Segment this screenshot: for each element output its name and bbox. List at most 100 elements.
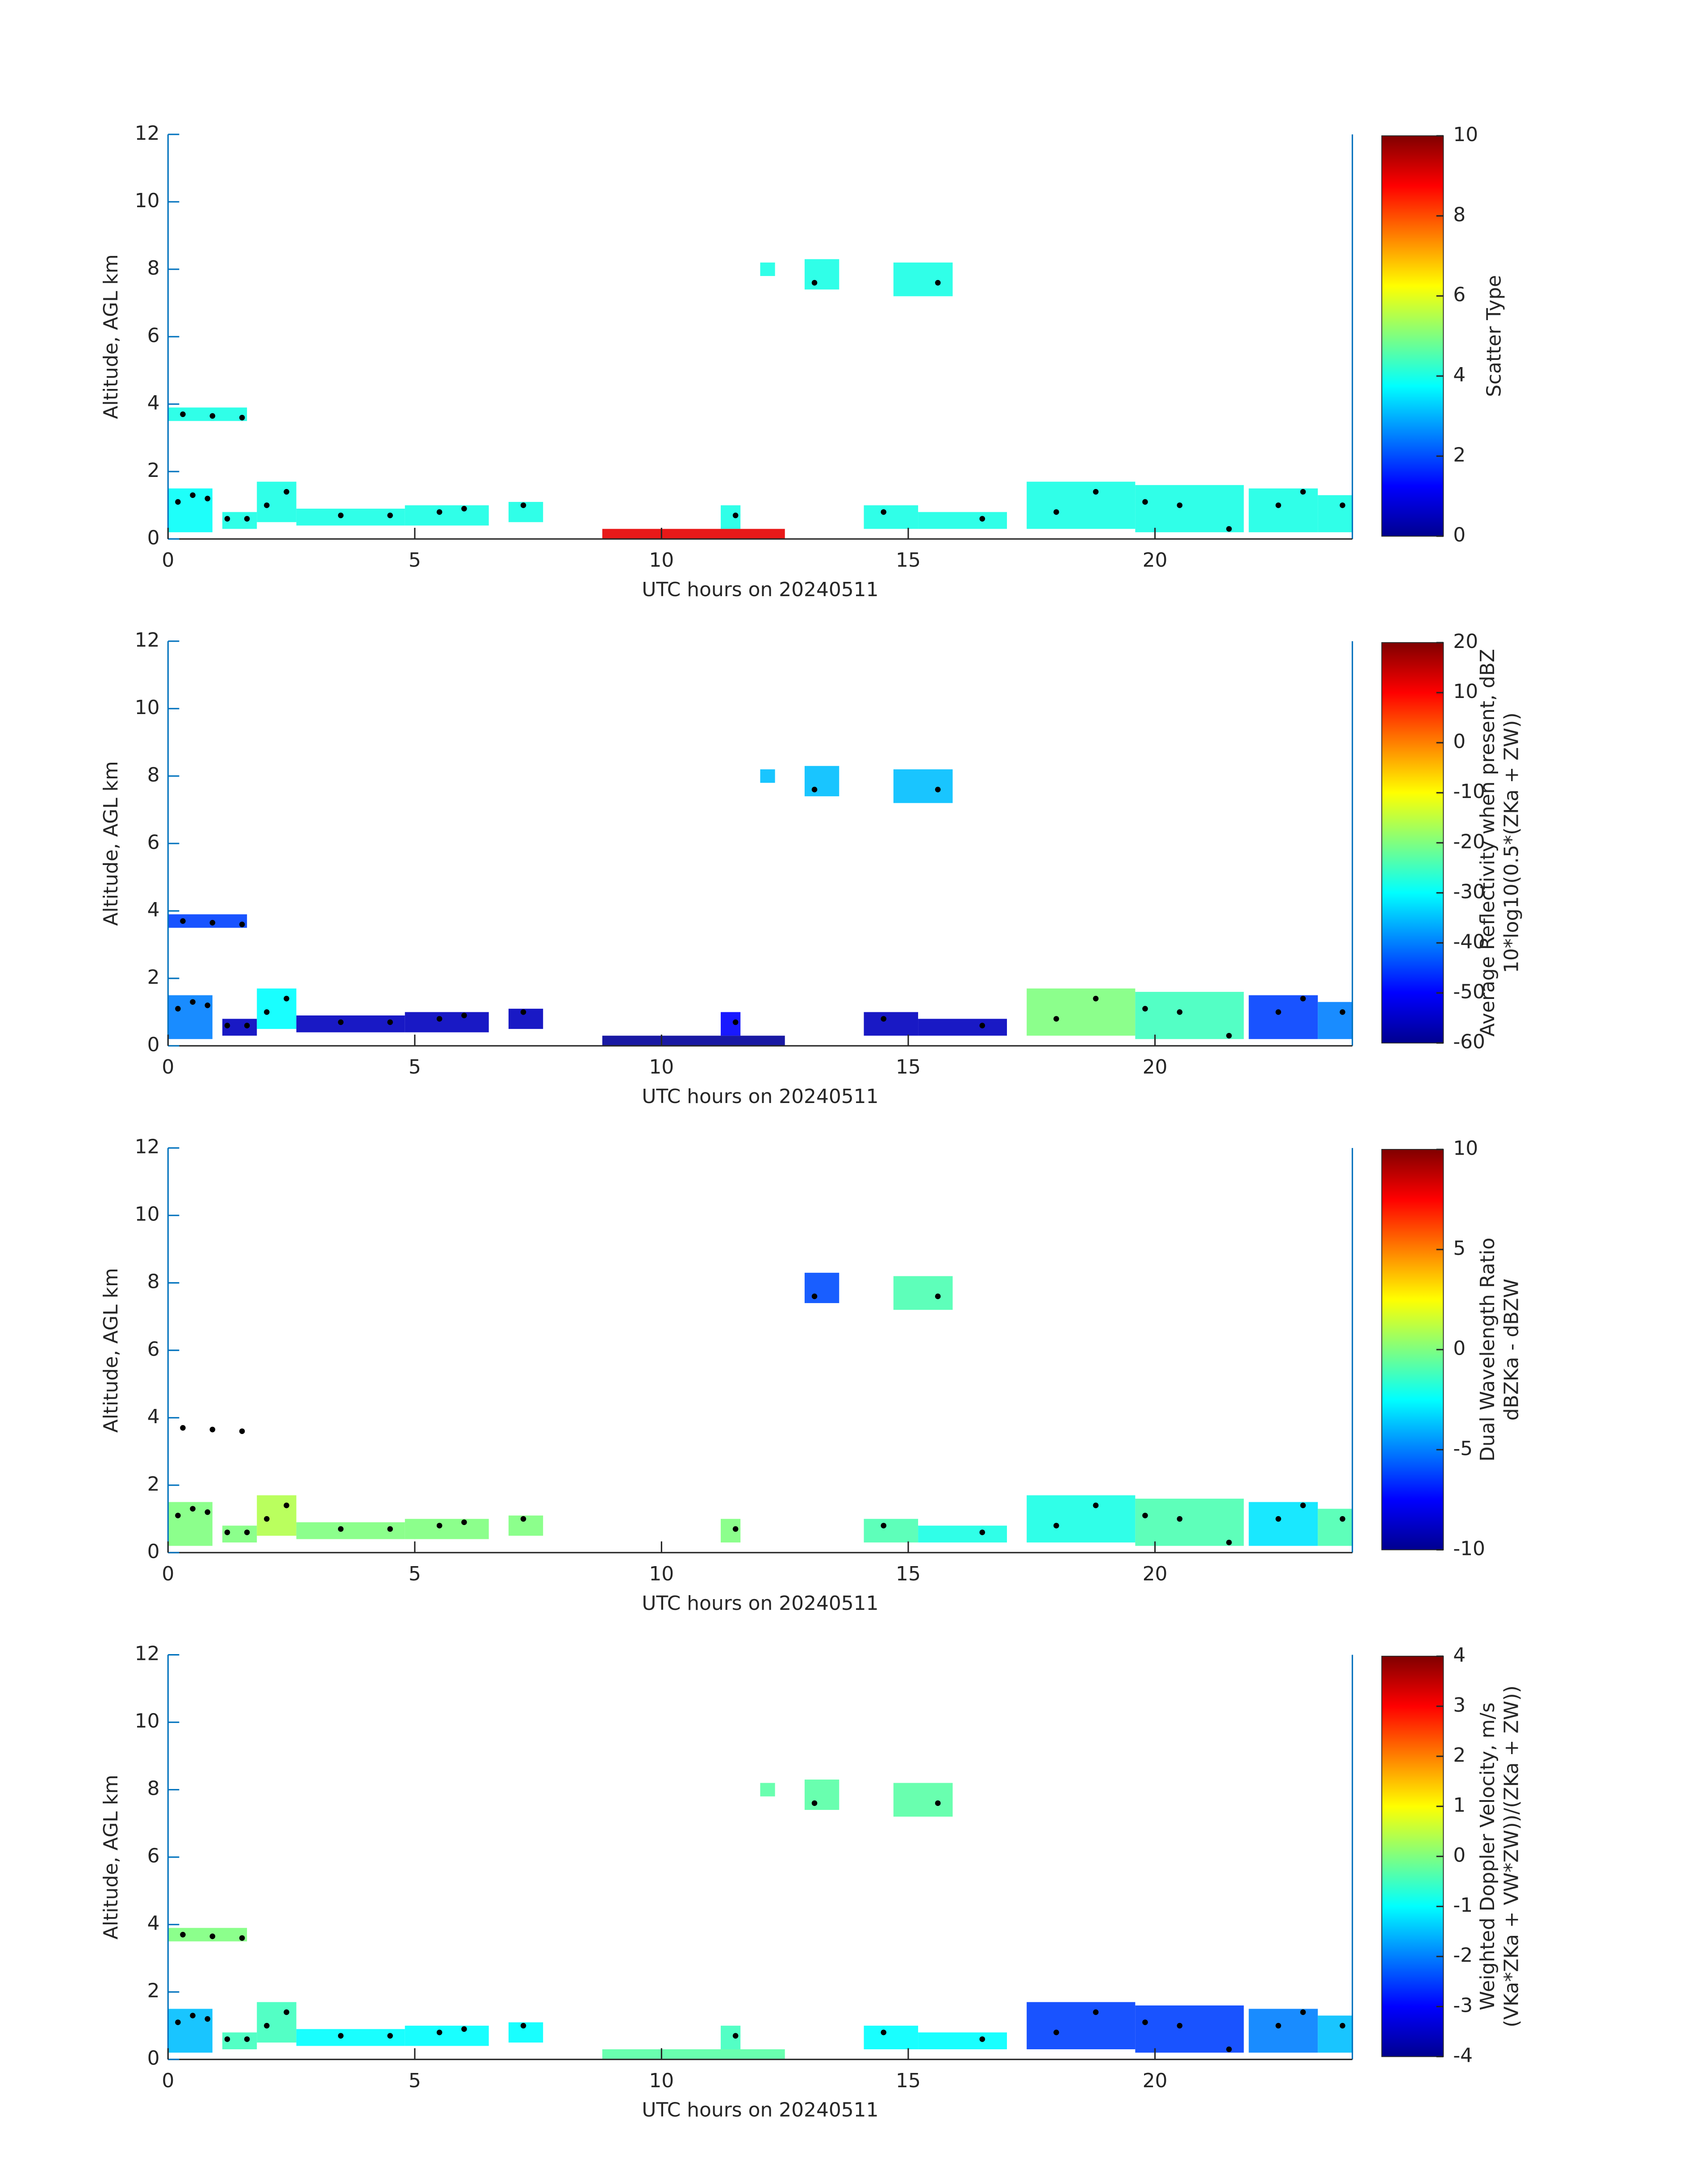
x-axis-label: UTC hours on 20240511 — [642, 1592, 878, 1615]
echo-patch — [168, 914, 247, 928]
colorbar-tick-label: 4 — [1453, 1644, 1466, 1667]
cloud-base-point — [935, 1293, 941, 1300]
cloud-base-point — [461, 2026, 467, 2032]
echo-patch — [296, 509, 405, 526]
cloud-base-point — [811, 1293, 818, 1300]
cloud-base-point — [244, 1023, 250, 1028]
cloud-base-point — [935, 280, 941, 286]
cloud-base-point — [284, 2009, 289, 2015]
x-tick-label: 15 — [896, 1563, 921, 1585]
colorbar-tick-label: -20 — [1453, 830, 1485, 853]
echo-patch — [1135, 992, 1244, 1039]
cloud-base-point — [436, 509, 443, 515]
y-tick-label: 8 — [147, 257, 160, 280]
cloud-base-point — [881, 509, 886, 515]
echo-patch — [893, 769, 953, 803]
cloud-base-point — [244, 516, 250, 522]
cloud-base-point — [732, 1019, 739, 1025]
colorbar-label: Average Reflectivity when present, dBZ — [1476, 649, 1499, 1036]
echo-patch — [602, 1036, 785, 1046]
colorbar-tick-label: 10 — [1453, 1137, 1478, 1160]
cloud-base-point — [1142, 2019, 1148, 2025]
cloud-base-point — [264, 2022, 270, 2029]
x-axis-label: UTC hours on 20240511 — [642, 1085, 878, 1108]
colorbar-tick-label: 8 — [1453, 203, 1466, 226]
echo-patch — [257, 988, 296, 1029]
echo-patch — [864, 1012, 919, 1036]
y-axis-label: Altitude, AGL km — [100, 1775, 122, 1939]
cloud-base-point — [1275, 1009, 1282, 1015]
cloud-base-point — [1177, 502, 1183, 508]
y-axis-label: Altitude, AGL km — [100, 1268, 122, 1433]
cloud-base-point — [1226, 526, 1232, 532]
cloud-base-point — [461, 506, 467, 512]
cloud-base-point — [1093, 2009, 1099, 2015]
cloud-base-point — [979, 1529, 986, 1535]
colorbar-tick-label: 4 — [1453, 364, 1466, 386]
cloud-base-point — [244, 2036, 250, 2042]
cloud-base-point — [1300, 1502, 1306, 1508]
y-tick-label: 4 — [147, 1405, 160, 1428]
echo-patch — [1249, 1502, 1318, 1546]
y-tick-label: 2 — [147, 1980, 160, 2002]
cloud-base-point — [239, 1428, 245, 1434]
echo-patch — [168, 407, 247, 421]
colorbar-tick-label: -1 — [1453, 1894, 1473, 1917]
cloud-base-point — [205, 2016, 211, 2022]
colorbar-tick-label: -4 — [1453, 2044, 1473, 2067]
echo-patch — [602, 529, 785, 539]
cloud-base-point — [175, 2019, 181, 2025]
cloud-base-point — [209, 920, 216, 926]
cloud-base-point — [338, 2033, 344, 2039]
y-axis-label: Altitude, AGL km — [100, 761, 122, 926]
colorbar-tick-label: 0 — [1453, 524, 1466, 547]
colorbar-tick-label: -10 — [1453, 780, 1485, 803]
cloud-base-point — [1142, 1513, 1148, 1518]
echo-patch — [296, 2029, 405, 2046]
echo-patch — [1318, 1002, 1353, 1039]
echo-patch — [864, 2026, 919, 2050]
y-tick-label: 12 — [135, 1136, 160, 1158]
x-tick-label: 20 — [1143, 1563, 1168, 1585]
cloud-base-point — [1177, 1009, 1183, 1015]
x-tick-label: 20 — [1143, 549, 1168, 572]
cloud-base-point — [205, 496, 211, 501]
cloud-base-point — [520, 2022, 526, 2029]
y-tick-label: 4 — [147, 1912, 160, 1935]
colorbar-tick-label: 6 — [1453, 284, 1466, 306]
x-tick-label: 20 — [1143, 1056, 1168, 1078]
cloud-base-point — [1300, 2009, 1306, 2015]
cloud-base-point — [387, 512, 393, 518]
y-tick-label: 6 — [147, 1845, 160, 1868]
echo-patch — [1249, 488, 1318, 532]
cloud-base-point — [387, 1526, 393, 1532]
colorbar — [1381, 642, 1444, 1044]
colorbar-tick-label: -40 — [1453, 930, 1485, 953]
x-axis-label: UTC hours on 20240511 — [642, 2099, 878, 2122]
echo-patch — [804, 1779, 839, 1810]
cloud-base-point — [1142, 499, 1148, 505]
y-tick-label: 0 — [147, 526, 160, 549]
cloud-base-point — [224, 1023, 230, 1028]
y-tick-label: 6 — [147, 1338, 160, 1361]
y-tick-label: 0 — [147, 1540, 160, 1563]
colorbar-tick-label: -10 — [1453, 1537, 1485, 1560]
echo-patch — [257, 481, 296, 522]
cloud-base-point — [1053, 1016, 1059, 1022]
cloud-base-point — [264, 1009, 270, 1015]
cloud-base-point — [811, 786, 818, 793]
cloud-base-point — [811, 1800, 818, 1806]
echo-patch — [918, 512, 1007, 529]
colorbar-tick-label: 0 — [1453, 1337, 1466, 1360]
echo-patch — [760, 262, 775, 276]
cloud-base-point — [190, 1506, 196, 1512]
cloud-base-point — [979, 1023, 986, 1028]
colorbar — [1381, 1149, 1444, 1550]
echo-patch — [1135, 485, 1244, 532]
cloud-base-point — [190, 999, 196, 1005]
x-tick-label: 15 — [896, 2069, 921, 2092]
y-tick-label: 2 — [147, 459, 160, 482]
x-tick-label: 5 — [409, 1563, 421, 1585]
colorbar-tick-label: -50 — [1453, 981, 1485, 1003]
